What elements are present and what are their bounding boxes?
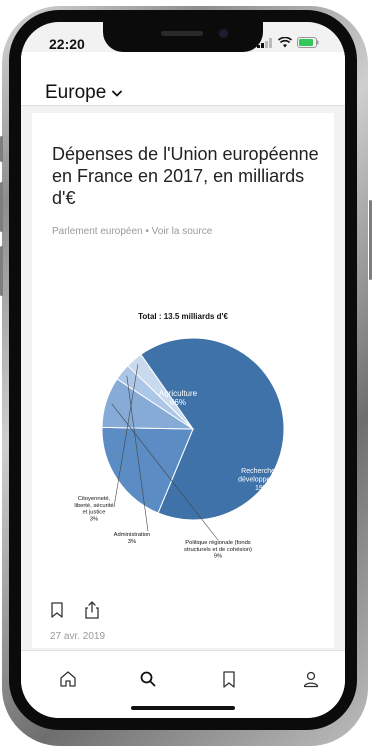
leader-line-politique bbox=[111, 403, 219, 541]
chevron-down-icon bbox=[112, 90, 123, 97]
volume-up-button bbox=[0, 182, 3, 232]
volume-down-button bbox=[0, 246, 3, 296]
card-source[interactable]: Parlement européen • Voir la source bbox=[52, 226, 213, 237]
pie-chart: Total : 13.5 milliards d'€ Agriculture 66… bbox=[74, 312, 286, 560]
status-icons bbox=[257, 37, 319, 48]
slice-label-citoyennete: Citoyenneté, liberté, sécurité et justice 3… bbox=[74, 496, 113, 522]
battery-icon bbox=[297, 37, 319, 48]
top-header: Europe bbox=[21, 52, 345, 106]
home-indicator bbox=[131, 706, 235, 710]
tab-home[interactable] bbox=[54, 665, 82, 693]
section-selector[interactable]: Europe bbox=[45, 82, 123, 104]
pie-slice-0 bbox=[140, 337, 285, 521]
slice-label-recherche: Recherche et développement 19% bbox=[238, 468, 286, 492]
chart-title: Total : 13.5 milliards d'€ bbox=[138, 312, 228, 321]
leader-line-administration bbox=[126, 375, 149, 532]
person-icon bbox=[303, 671, 319, 688]
bookmark-icon[interactable] bbox=[50, 602, 64, 618]
home-icon bbox=[60, 671, 76, 687]
notch bbox=[103, 22, 263, 52]
section-title: Europe bbox=[45, 82, 107, 103]
front-camera bbox=[219, 29, 228, 38]
status-time: 22:20 bbox=[49, 36, 85, 52]
slice-label-administration: Administration 3% bbox=[114, 532, 151, 545]
pie-slice-1 bbox=[101, 426, 194, 514]
bookmark-icon bbox=[223, 670, 235, 688]
leader-line-citoyennete bbox=[113, 364, 139, 508]
slice-label-politique: Politique régionale (fonds structurels et… bbox=[184, 540, 252, 560]
share-icon[interactable] bbox=[84, 601, 100, 619]
screen: 22:20 Europe Dépenses de l'Union euro bbox=[21, 22, 345, 718]
slice-label-agriculture: Agriculture 66% bbox=[159, 389, 198, 407]
mute-switch bbox=[0, 136, 3, 162]
card-actions bbox=[50, 601, 100, 619]
tab-profile[interactable] bbox=[297, 665, 325, 693]
power-button bbox=[369, 200, 372, 280]
article-card[interactable]: Dépenses de l'Union européenne en France… bbox=[32, 113, 334, 648]
wifi-icon bbox=[278, 37, 292, 48]
pie-slice-4 bbox=[127, 353, 194, 430]
tab-bookmarks[interactable] bbox=[215, 665, 243, 693]
tab-search[interactable] bbox=[134, 665, 162, 693]
speaker-grille bbox=[161, 31, 203, 36]
search-icon bbox=[140, 671, 156, 687]
signal-icon bbox=[257, 37, 272, 48]
card-title: Dépenses de l'Union européenne en France… bbox=[52, 144, 319, 208]
card-date: 27 avr. 2019 bbox=[50, 631, 106, 642]
